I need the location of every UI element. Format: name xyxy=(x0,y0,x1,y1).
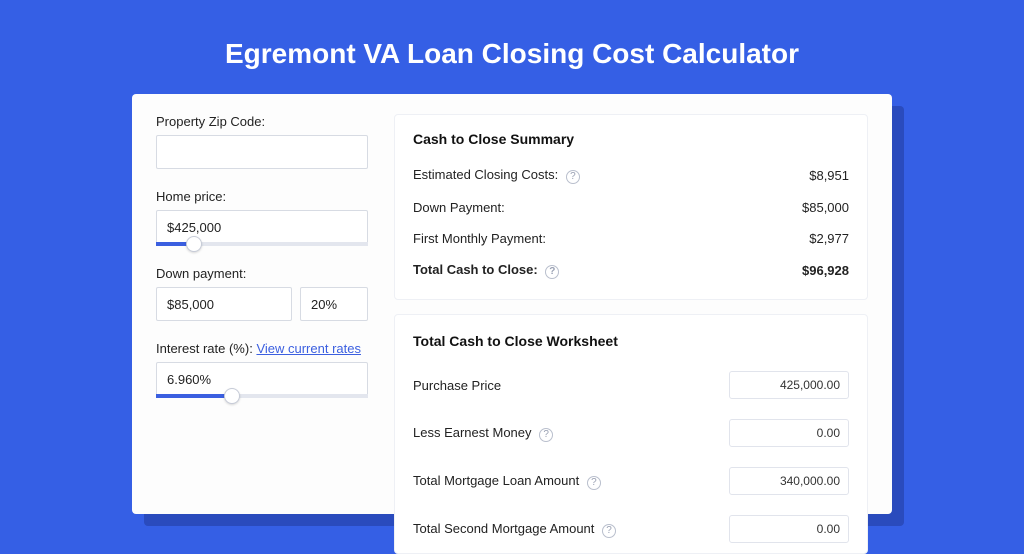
summary-total-value: $96,928 xyxy=(802,263,849,278)
view-rates-link[interactable]: View current rates xyxy=(256,341,361,356)
rate-slider[interactable] xyxy=(156,394,368,398)
inputs-column: Property Zip Code: Home price: Down paym… xyxy=(156,114,386,514)
summary-down-value: $85,000 xyxy=(802,200,849,215)
summary-heading: Cash to Close Summary xyxy=(413,131,849,147)
info-icon[interactable]: ? xyxy=(545,265,559,279)
results-column: Cash to Close Summary Estimated Closing … xyxy=(386,114,868,514)
ws-mortgage-label: Total Mortgage Loan Amount xyxy=(413,473,579,488)
summary-row-monthly: First Monthly Payment: $2,977 xyxy=(413,223,849,254)
summary-monthly-value: $2,977 xyxy=(809,231,849,246)
summary-card: Cash to Close Summary Estimated Closing … xyxy=(394,114,868,300)
ws-second-label: Total Second Mortgage Amount xyxy=(413,521,594,536)
ws-purchase-input[interactable] xyxy=(729,371,849,399)
ws-earnest-label: Less Earnest Money xyxy=(413,425,532,440)
down-payment-pct-input[interactable] xyxy=(300,287,368,321)
zip-field-group: Property Zip Code: xyxy=(156,114,368,169)
info-icon[interactable]: ? xyxy=(602,524,616,538)
rate-label-row: Interest rate (%): View current rates xyxy=(156,341,368,356)
summary-closing-value: $8,951 xyxy=(809,168,849,183)
rate-group: Interest rate (%): View current rates xyxy=(156,341,368,398)
summary-monthly-label: First Monthly Payment: xyxy=(413,231,546,246)
ws-row-purchase: Purchase Price xyxy=(413,361,849,409)
worksheet-card: Total Cash to Close Worksheet Purchase P… xyxy=(394,314,868,554)
ws-earnest-input[interactable] xyxy=(729,419,849,447)
summary-row-down: Down Payment: $85,000 xyxy=(413,192,849,223)
down-payment-label: Down payment: xyxy=(156,266,368,281)
ws-row-mortgage: Total Mortgage Loan Amount ? xyxy=(413,457,849,505)
calculator-card: Property Zip Code: Home price: Down paym… xyxy=(132,94,892,514)
page-title: Egremont VA Loan Closing Cost Calculator xyxy=(0,0,1024,94)
ws-mortgage-input[interactable] xyxy=(729,467,849,495)
rate-label: Interest rate (%): xyxy=(156,341,253,356)
summary-down-label: Down Payment: xyxy=(413,200,505,215)
rate-slider-thumb[interactable] xyxy=(224,388,240,404)
rate-slider-fill xyxy=(156,394,232,398)
info-icon[interactable]: ? xyxy=(587,476,601,490)
summary-row-closing: Estimated Closing Costs: ? $8,951 xyxy=(413,159,849,192)
zip-input[interactable] xyxy=(156,135,368,169)
home-price-group: Home price: xyxy=(156,189,368,246)
calculator-card-wrapper: Property Zip Code: Home price: Down paym… xyxy=(132,94,892,514)
summary-total-label: Total Cash to Close: xyxy=(413,262,538,277)
home-price-slider-thumb[interactable] xyxy=(186,236,202,252)
zip-label: Property Zip Code: xyxy=(156,114,368,129)
summary-closing-label: Estimated Closing Costs: xyxy=(413,167,558,182)
ws-purchase-label: Purchase Price xyxy=(413,378,501,393)
rate-input[interactable] xyxy=(156,362,368,396)
ws-second-input[interactable] xyxy=(729,515,849,543)
summary-row-total: Total Cash to Close: ? $96,928 xyxy=(413,254,849,287)
down-payment-input[interactable] xyxy=(156,287,292,321)
ws-row-second: Total Second Mortgage Amount ? xyxy=(413,505,849,553)
info-icon[interactable]: ? xyxy=(566,170,580,184)
info-icon[interactable]: ? xyxy=(539,428,553,442)
worksheet-heading: Total Cash to Close Worksheet xyxy=(413,333,849,349)
ws-row-earnest: Less Earnest Money ? xyxy=(413,409,849,457)
home-price-label: Home price: xyxy=(156,189,368,204)
home-price-slider[interactable] xyxy=(156,242,368,246)
down-payment-group: Down payment: xyxy=(156,266,368,321)
